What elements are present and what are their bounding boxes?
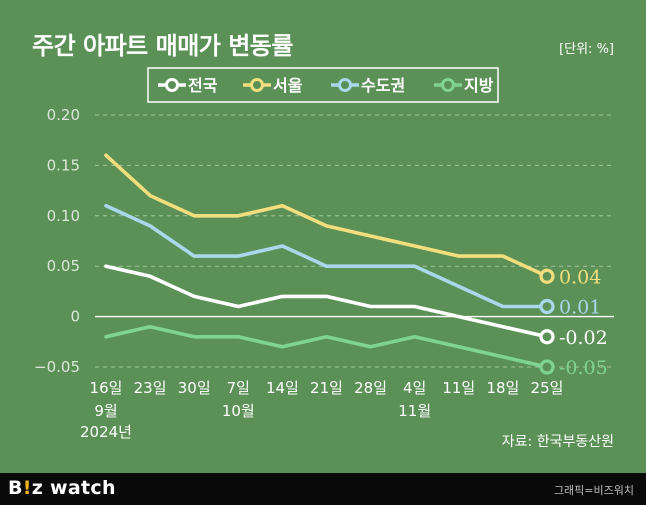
source-label: 자료: 한국부동산원 xyxy=(501,434,614,450)
brand-logo: B!z watch xyxy=(8,477,116,499)
line-chart: −0.05 0 0.05 0.10 0.15 0.20 16일 9월 23일 30일 7일 10월 14… xyxy=(34,67,614,441)
legend-marker-서울 xyxy=(250,78,264,92)
x-tick-label: 25일 xyxy=(531,379,564,397)
series-line-수도권 xyxy=(104,203,549,309)
x-tick-label: 14일 xyxy=(266,379,299,397)
x-month-label: 10월 xyxy=(222,402,255,420)
y-tick-label: 0 xyxy=(70,308,80,326)
y-tick-label: 0.15 xyxy=(47,156,80,174)
end-value-label-수도권: 0.01 xyxy=(559,297,601,319)
series-line-전국 xyxy=(104,264,549,339)
y-tick-label: 0.10 xyxy=(47,207,80,225)
end-marker-지방 xyxy=(539,359,555,375)
end-value-label-전국: -0.02 xyxy=(559,327,608,349)
x-month-label: 9월 xyxy=(94,402,117,420)
legend-label-수도권: 수도권 xyxy=(361,76,405,95)
graphic-credit: 그래픽=비즈워치 xyxy=(553,484,634,497)
y-tick-label: −0.05 xyxy=(34,358,80,376)
x-tick-label: 23일 xyxy=(134,379,167,397)
series-line-서울 xyxy=(104,153,549,279)
legend-label-서울: 서울 xyxy=(273,76,303,95)
end-value-label-서울: 0.04 xyxy=(559,266,601,288)
brand-excl: ! xyxy=(22,477,32,499)
x-month-label: 11월 xyxy=(398,402,431,420)
footer-bar: B!z watch 그래픽=비즈워치 xyxy=(0,473,646,505)
x-tick-label: 7일 xyxy=(227,379,250,397)
brand-suffix: z watch xyxy=(31,477,116,499)
y-tick-label: 0.05 xyxy=(47,257,80,275)
x-tick-label: 18일 xyxy=(486,379,519,397)
end-marker-서울 xyxy=(539,268,555,284)
unit-label: [단위: %] xyxy=(559,42,614,57)
end-marker-수도권 xyxy=(539,298,555,315)
end-value-label-지방: -0.05 xyxy=(559,357,608,379)
legend-marker-전국 xyxy=(165,78,179,92)
legend-label-지방: 지방 xyxy=(464,76,494,95)
x-tick-label: 11일 xyxy=(442,379,475,397)
x-tick-label: 30일 xyxy=(178,379,211,397)
x-tick-label: 28일 xyxy=(354,379,387,397)
legend-marker-지방 xyxy=(441,78,455,92)
series-line-지방 xyxy=(104,324,549,369)
x-tick-label: 16일 xyxy=(90,379,123,397)
x-tick-label: 21일 xyxy=(310,379,343,397)
y-tick-label: 0.20 xyxy=(47,106,80,124)
chart-title: 주간 아파트 매매가 변동률 xyxy=(32,32,293,60)
x-tick-label: 4일 xyxy=(403,379,426,397)
end-marker-전국 xyxy=(539,329,555,345)
x-year-label: 2024년 xyxy=(80,423,132,441)
legend-label-전국: 전국 xyxy=(188,76,218,95)
brand-prefix: B xyxy=(8,477,23,499)
legend-marker-수도권 xyxy=(338,78,352,92)
